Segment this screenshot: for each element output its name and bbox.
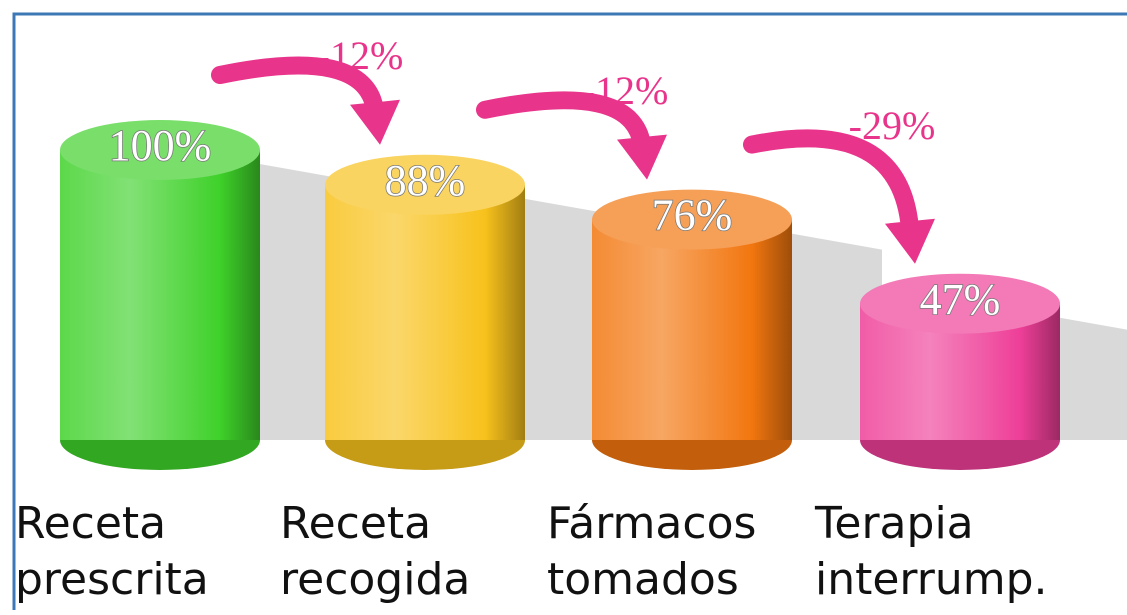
bar-top bbox=[60, 120, 260, 180]
arrow-head bbox=[350, 99, 400, 145]
bar bbox=[325, 184, 525, 440]
arrow-head bbox=[885, 218, 935, 264]
change-arrow bbox=[743, 129, 919, 238]
bar-top bbox=[592, 189, 792, 250]
bar bbox=[60, 150, 260, 440]
change-label: -12% bbox=[317, 33, 404, 78]
change-arrow bbox=[211, 56, 384, 119]
arrow-head bbox=[617, 134, 667, 180]
bar-top bbox=[860, 273, 1060, 334]
category-label: Fármacos tomados bbox=[547, 498, 757, 605]
change-label: -12% bbox=[582, 68, 669, 113]
category-label: Terapia interrump. bbox=[815, 498, 1048, 605]
bar bbox=[592, 219, 792, 440]
change-arrow bbox=[476, 91, 651, 154]
category-label: Receta prescrita bbox=[15, 498, 209, 605]
category-label: Receta recogida bbox=[280, 498, 471, 605]
bar-top bbox=[325, 154, 525, 215]
value-label: 88% bbox=[385, 156, 466, 205]
value-label: 100% bbox=[109, 121, 212, 170]
change-label: -29% bbox=[849, 103, 936, 148]
value-label: 47% bbox=[920, 275, 1001, 324]
value-label: 76% bbox=[652, 191, 733, 240]
